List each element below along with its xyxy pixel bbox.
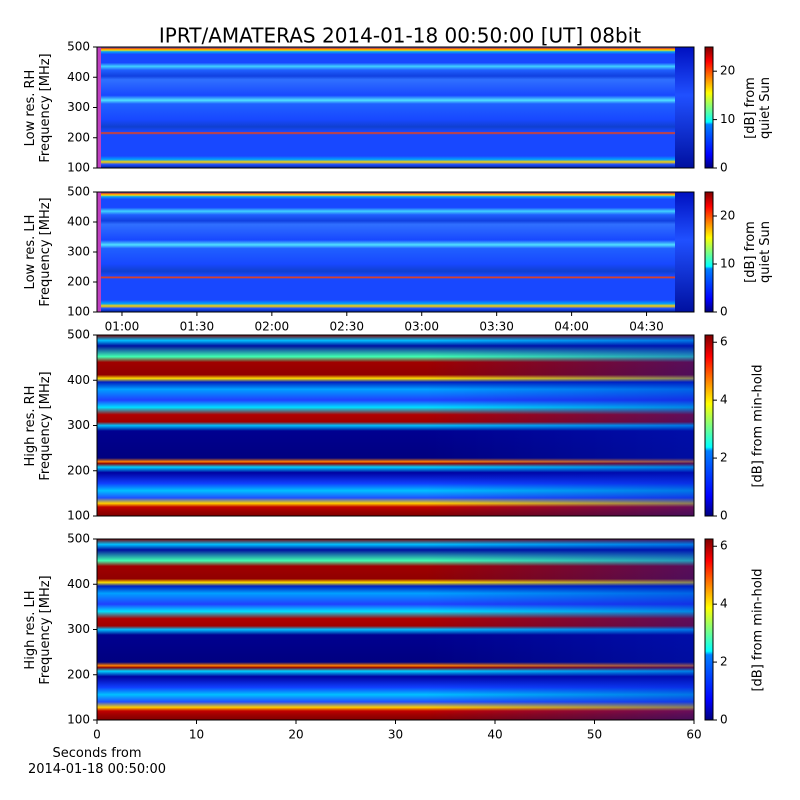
x-axis-label: Seconds from 2014-01-18 00:50:00 [27, 746, 167, 777]
y-axis-label: Low res. RH Frequency [MHz] [23, 52, 53, 163]
chart-title: IPRT/AMATERAS 2014-01-18 00:50:00 [UT] 0… [159, 24, 641, 48]
x-tick-label: 04:30 [629, 320, 664, 334]
spectrogram [97, 192, 694, 312]
colorbar-label: [dB] from quiet Sun [743, 220, 773, 284]
y-tick-label: 200 [67, 463, 90, 477]
y-tick-label: 400 [67, 373, 90, 387]
colorbar-tick-label: 2 [720, 451, 728, 465]
y-tick-label: 100 [67, 713, 90, 727]
colorbar-tick-label: 6 [720, 539, 728, 553]
colorbar-label: [dB] from min-hold [750, 363, 766, 488]
y-tick-label: 500 [67, 40, 90, 54]
x-tick-label: 30 [388, 728, 403, 742]
y-tick-label: 100 [67, 161, 90, 175]
colorbar-tick-label: 6 [720, 335, 728, 349]
y-axis-label: Low res. LH Frequency [MHz] [23, 197, 53, 307]
colorbar [705, 335, 713, 516]
y-tick-label: 500 [67, 532, 90, 546]
colorbar-tick-label: 4 [720, 597, 728, 611]
x-tick-label: 20 [288, 728, 303, 742]
spectrogram [97, 335, 694, 516]
x-tick-label: 03:00 [404, 320, 439, 334]
colorbar-frame [704, 334, 714, 517]
plot-frame [96, 334, 695, 517]
colorbar-tick-label: 0 [720, 713, 728, 727]
spectrogram [97, 47, 694, 168]
colorbar-tick-label: 20 [720, 64, 735, 78]
colorbar-tick-label: 10 [720, 112, 735, 126]
y-tick-label: 200 [67, 130, 90, 144]
colorbar-tick-label: 4 [720, 393, 728, 407]
colorbar-label: [dB] from min-hold [750, 567, 766, 692]
y-axis-label: High res. RH Frequency [MHz] [23, 370, 53, 481]
plot-frame [96, 46, 695, 169]
plot-frame [96, 191, 695, 313]
x-tick-label: 03:30 [479, 320, 514, 334]
x-tick-label: 01:00 [105, 320, 140, 334]
colorbar-tick-label: 0 [720, 305, 728, 319]
colorbar-label: [dB] from quiet Sun [743, 76, 773, 139]
x-tick-label: 10 [189, 728, 204, 742]
colorbar-tick-label: 0 [720, 161, 728, 175]
colorbar [705, 47, 713, 168]
y-tick-label: 100 [67, 305, 90, 319]
y-tick-label: 300 [67, 418, 90, 432]
plot-frame [96, 538, 695, 721]
colorbar [705, 539, 713, 720]
y-tick-label: 500 [67, 328, 90, 342]
x-tick-label: 02:30 [329, 320, 364, 334]
y-tick-label: 300 [67, 245, 90, 259]
x-tick-label: 04:00 [554, 320, 589, 334]
y-tick-label: 300 [67, 622, 90, 636]
x-tick-label: 40 [487, 728, 502, 742]
y-tick-label: 100 [67, 509, 90, 523]
colorbar-frame [704, 538, 714, 721]
x-tick-label: 0 [93, 728, 101, 742]
spectrogram [97, 539, 694, 720]
y-tick-label: 200 [67, 275, 90, 289]
colorbar-frame [704, 46, 714, 169]
colorbar-tick-label: 2 [720, 655, 728, 669]
y-tick-label: 500 [67, 185, 90, 199]
x-tick-label: 01:30 [180, 320, 215, 334]
y-tick-label: 400 [67, 70, 90, 84]
y-tick-label: 400 [67, 577, 90, 591]
colorbar-frame [704, 191, 714, 313]
y-tick-label: 200 [67, 667, 90, 681]
y-tick-label: 300 [67, 100, 90, 114]
y-tick-label: 400 [67, 215, 90, 229]
y-axis-label: High res. LH Frequency [MHz] [23, 574, 53, 685]
colorbar [705, 192, 713, 312]
x-tick-label: 60 [686, 728, 701, 742]
x-tick-label: 02:00 [255, 320, 290, 334]
colorbar-tick-label: 0 [720, 509, 728, 523]
colorbar-tick-label: 20 [720, 209, 735, 223]
x-tick-label: 50 [587, 728, 602, 742]
colorbar-tick-label: 10 [720, 257, 735, 271]
